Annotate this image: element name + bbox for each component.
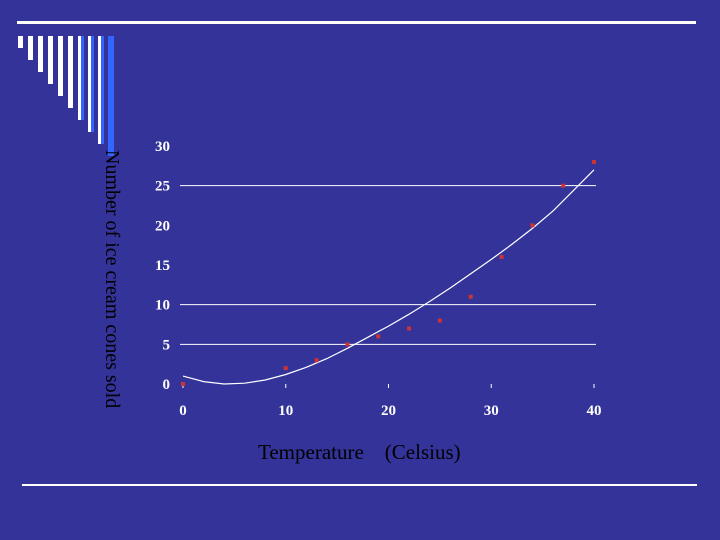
y-tick-label: 10 bbox=[155, 298, 170, 314]
stripe bbox=[108, 36, 113, 156]
x-tick-label: 20 bbox=[381, 403, 396, 419]
data-point bbox=[345, 342, 350, 347]
stripe-accent bbox=[111, 36, 114, 156]
y-tick-label: 5 bbox=[163, 337, 171, 353]
x-axis-label: Temperature (Celsius) bbox=[258, 440, 461, 464]
trendline bbox=[182, 169, 595, 385]
data-point bbox=[437, 318, 442, 323]
x-tick-label: 0 bbox=[179, 403, 187, 419]
decorative-stripes bbox=[18, 36, 114, 156]
data-point bbox=[181, 382, 185, 386]
y-axis-label: Number of ice cream cones sold bbox=[101, 150, 123, 409]
y-tick-labels: 0 5 10 15 20 25 30 bbox=[155, 139, 170, 393]
bottom-rule bbox=[22, 484, 697, 486]
stripe-accent bbox=[91, 36, 94, 132]
y-tick-label: 0 bbox=[163, 377, 171, 393]
stripe bbox=[48, 36, 53, 84]
gridlines bbox=[180, 185, 596, 388]
y-tick-label: 25 bbox=[155, 179, 170, 195]
y-tick-label: 15 bbox=[155, 258, 170, 274]
x-tick-labels: 0 10 20 30 40 bbox=[179, 403, 601, 419]
stripe-accent bbox=[101, 36, 104, 144]
stripe bbox=[58, 36, 63, 96]
top-rule bbox=[17, 21, 696, 24]
stripe-accent bbox=[81, 36, 84, 120]
stripe bbox=[98, 36, 103, 144]
stripe bbox=[68, 36, 73, 108]
y-tick-label: 20 bbox=[155, 218, 170, 234]
y-tick-label: 30 bbox=[155, 139, 170, 155]
data-point bbox=[283, 366, 288, 371]
stripe bbox=[78, 36, 83, 120]
data-point bbox=[530, 223, 535, 228]
stripe bbox=[88, 36, 93, 132]
data-points bbox=[181, 159, 596, 386]
data-point bbox=[592, 159, 596, 164]
data-point bbox=[407, 326, 412, 331]
stripe bbox=[28, 36, 33, 60]
stripe bbox=[18, 36, 23, 48]
trend-curve bbox=[182, 169, 595, 385]
x-tick-label: 10 bbox=[278, 403, 293, 419]
data-point bbox=[468, 294, 473, 299]
stripe bbox=[38, 36, 43, 72]
data-point bbox=[499, 255, 504, 260]
data-point bbox=[314, 358, 319, 363]
data-point bbox=[561, 183, 566, 188]
data-point bbox=[376, 334, 381, 339]
x-tick-label: 40 bbox=[587, 403, 602, 419]
x-tick-label: 30 bbox=[484, 403, 499, 419]
